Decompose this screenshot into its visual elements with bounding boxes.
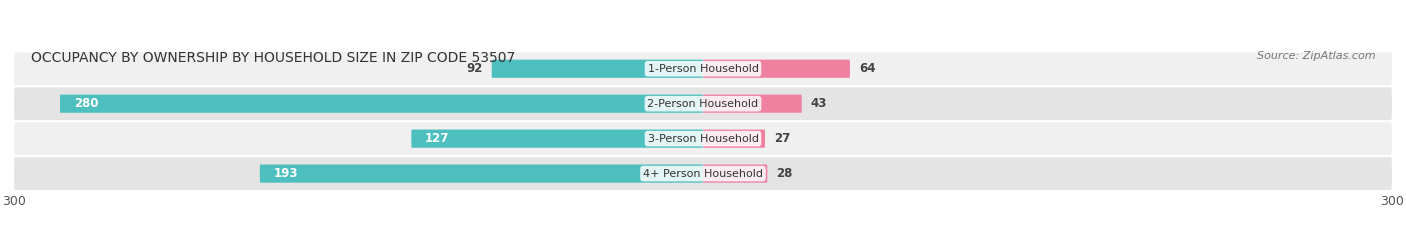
FancyBboxPatch shape [703, 130, 765, 148]
Text: 1-Person Household: 1-Person Household [648, 64, 758, 74]
Text: 127: 127 [425, 132, 450, 145]
FancyBboxPatch shape [492, 60, 703, 78]
FancyBboxPatch shape [60, 95, 703, 113]
FancyBboxPatch shape [703, 164, 768, 183]
FancyBboxPatch shape [14, 157, 1392, 190]
FancyBboxPatch shape [412, 130, 703, 148]
FancyBboxPatch shape [703, 95, 801, 113]
Text: 28: 28 [776, 167, 793, 180]
Text: 3-Person Household: 3-Person Household [648, 134, 758, 144]
FancyBboxPatch shape [703, 60, 851, 78]
Text: 92: 92 [467, 62, 482, 75]
Text: 193: 193 [274, 167, 298, 180]
Text: 64: 64 [859, 62, 876, 75]
FancyBboxPatch shape [14, 87, 1392, 120]
Text: 2-Person Household: 2-Person Household [647, 99, 759, 109]
FancyBboxPatch shape [14, 52, 1392, 85]
Text: 27: 27 [775, 132, 790, 145]
Text: 4+ Person Household: 4+ Person Household [643, 169, 763, 178]
Text: 280: 280 [73, 97, 98, 110]
FancyBboxPatch shape [260, 164, 703, 183]
FancyBboxPatch shape [14, 122, 1392, 155]
Text: Source: ZipAtlas.com: Source: ZipAtlas.com [1257, 51, 1375, 61]
Text: OCCUPANCY BY OWNERSHIP BY HOUSEHOLD SIZE IN ZIP CODE 53507: OCCUPANCY BY OWNERSHIP BY HOUSEHOLD SIZE… [31, 51, 515, 65]
Text: 43: 43 [811, 97, 827, 110]
